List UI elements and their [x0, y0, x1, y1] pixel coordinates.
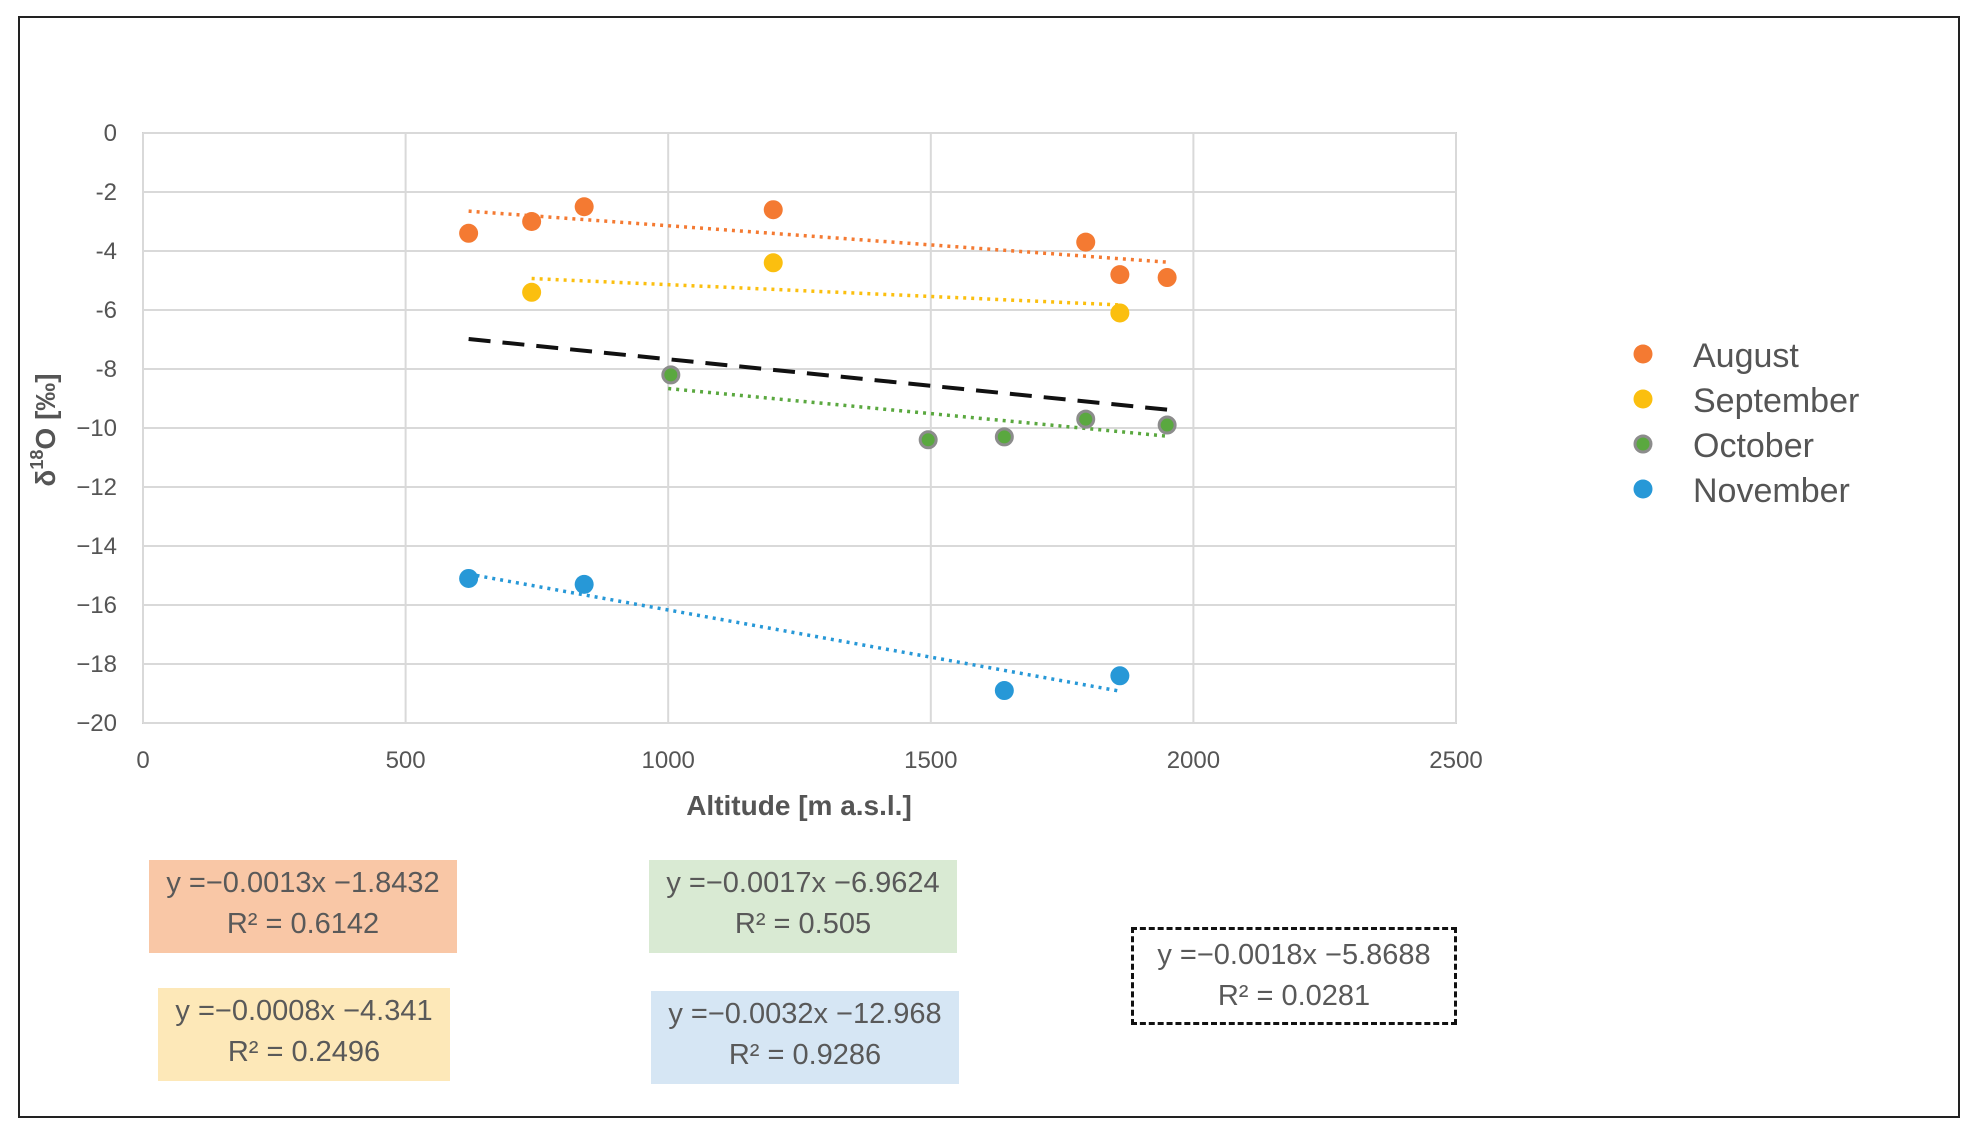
september-trendline [531, 276, 1120, 307]
august-point [763, 200, 783, 220]
y-tick-label: -4 [96, 238, 117, 265]
august-equation: y =−0.0013x −1.8432 [166, 867, 440, 899]
legend-marker-september [1633, 389, 1653, 409]
x-tick-labels: 0 500 1000 1500 2000 2500 [136, 747, 1482, 774]
y-tick-label: −12 [76, 474, 117, 501]
november-point [574, 574, 594, 594]
y-tick-label: −10 [76, 415, 117, 442]
legend-marker-october [1633, 434, 1653, 454]
november-point [1110, 666, 1130, 686]
x-axis-title: Altitude [m a.s.l.] [686, 790, 912, 821]
x-tick-label: 2500 [1429, 747, 1482, 774]
y-tick-label: -8 [96, 356, 117, 383]
y-tick-label: -2 [96, 179, 117, 206]
august-point [1157, 268, 1177, 288]
legend-marker-november [1633, 479, 1653, 499]
y-tick-label: −16 [76, 592, 117, 619]
august-point [459, 223, 479, 243]
y-tick-labels: 0 -2 -4 -6 -8 −10 −12 −14 −16 −18 −20 [76, 120, 117, 737]
august-point [574, 197, 594, 217]
y-tick-label: 0 [104, 120, 117, 147]
legend-marker-august [1633, 344, 1653, 364]
august-point [1076, 232, 1096, 252]
august-equation-box: y =−0.0013x −1.8432 R² = 0.6142 [149, 860, 457, 953]
november-trendline [468, 572, 1121, 693]
x-tick-label: 0 [136, 747, 149, 774]
september-point [763, 253, 783, 273]
october-point [918, 430, 938, 450]
october-point [994, 427, 1014, 447]
y-axis-title-rest: O [‰] [30, 373, 61, 449]
overall-equation: y =−0.0018x −5.8688 [1157, 939, 1431, 971]
data-points [459, 197, 1177, 701]
october-r2: R² = 0.505 [734, 908, 872, 940]
y-axis-title-superscript: 18 [27, 450, 47, 470]
y-axis-title-delta: δ [30, 470, 61, 487]
august-r2: R² = 0.6142 [226, 908, 380, 940]
x-tick-label: 2000 [1167, 747, 1220, 774]
y-tick-label: −18 [76, 651, 117, 678]
october-point [661, 365, 681, 385]
november-point [994, 681, 1014, 701]
september-point [1110, 303, 1130, 323]
x-tick-label: 1000 [642, 747, 695, 774]
november-equation-box: y =−0.0032x −12.968 R² = 0.9286 [651, 991, 959, 1084]
legend: August September October November [1633, 337, 1859, 510]
legend-label-september: September [1693, 382, 1859, 420]
overall-trendline [468, 337, 1168, 412]
legend-label-october: October [1693, 427, 1814, 465]
legend-label-november: November [1693, 472, 1850, 510]
september-equation: y =−0.0008x −4.341 [175, 995, 433, 1027]
september-equation-box: y =−0.0008x −4.341 R² = 0.2496 [158, 988, 450, 1081]
october-equation-box: y =−0.0017x −6.9624 R² = 0.505 [649, 860, 957, 953]
x-tick-label: 500 [386, 747, 426, 774]
figure-frame [18, 16, 1960, 1118]
overall-r2: R² = 0.0281 [1217, 980, 1371, 1012]
y-axis-title: δ18O [‰] [27, 373, 61, 486]
november-equation: y =−0.0032x −12.968 [668, 998, 942, 1030]
legend-label-august: August [1693, 337, 1799, 375]
october-point [1076, 409, 1096, 429]
september-point [522, 282, 542, 302]
september-r2: R² = 0.2496 [227, 1036, 381, 1068]
october-point [1157, 415, 1177, 435]
y-tick-label: −14 [76, 533, 117, 560]
grid-lines [142, 132, 1457, 724]
y-tick-label: −20 [76, 710, 117, 737]
y-tick-label: -6 [96, 297, 117, 324]
august-point [522, 212, 542, 231]
november-point [459, 568, 479, 588]
x-tick-label: 1500 [904, 747, 957, 774]
october-equation: y =−0.0017x −6.9624 [666, 867, 940, 899]
overall-equation-box: y =−0.0018x −5.8688 R² = 0.0281 [1131, 927, 1457, 1025]
august-point [1110, 265, 1130, 285]
november-r2: R² = 0.9286 [728, 1039, 882, 1071]
